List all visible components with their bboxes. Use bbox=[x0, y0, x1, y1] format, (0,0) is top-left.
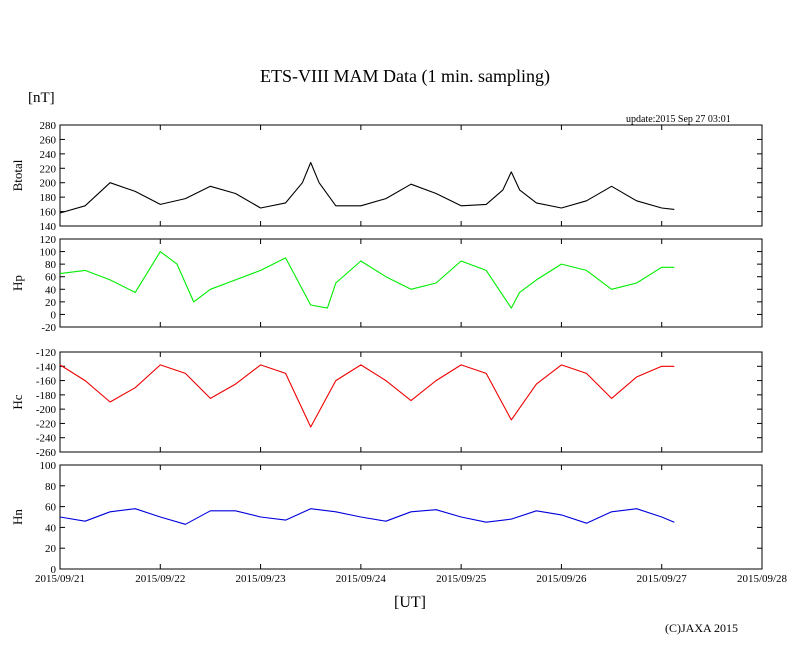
chart-title: ETS-VIII MAM Data (1 min. sampling) bbox=[260, 66, 550, 86]
y-tick-label: 200 bbox=[40, 178, 57, 190]
y-tick-label: 120 bbox=[40, 234, 57, 246]
series-line-hp bbox=[59, 251, 675, 309]
update-timestamp: update:2015 Sep 27 03:01 bbox=[626, 114, 731, 125]
y-tick-label: -120 bbox=[36, 347, 57, 359]
y-tick-label: 60 bbox=[45, 272, 57, 284]
y-tick-label: 280 bbox=[40, 120, 57, 132]
y-tick-label: 140 bbox=[40, 221, 57, 233]
y-axis-label-hc: Hc bbox=[10, 394, 25, 409]
y-tick-label: -160 bbox=[36, 376, 57, 388]
y-tick-label: 0 bbox=[51, 309, 57, 321]
y-tick-label: 20 bbox=[45, 543, 57, 555]
y-tick-label: -260 bbox=[36, 447, 57, 459]
x-tick-label: 2015/09/24 bbox=[336, 573, 387, 585]
y-tick-label: 100 bbox=[40, 460, 57, 472]
y-axis-label-btotal: Btotal bbox=[10, 159, 25, 191]
series-line-btotal bbox=[59, 161, 675, 214]
y-tick-label: 20 bbox=[45, 297, 57, 309]
x-tick-label: 2015/09/25 bbox=[436, 573, 487, 585]
x-tick-label: 2015/09/26 bbox=[536, 573, 587, 585]
y-tick-label: -140 bbox=[36, 361, 57, 373]
plot-frame-hc bbox=[59, 351, 763, 453]
x-tick-label: 2015/09/22 bbox=[135, 573, 185, 585]
x-tick-label: 2015/09/21 bbox=[35, 573, 85, 585]
y-tick-label: -180 bbox=[36, 390, 57, 402]
y-tick-label: 100 bbox=[40, 247, 57, 259]
plot-frame-hn bbox=[59, 464, 763, 570]
series-line-hc bbox=[59, 364, 675, 428]
series-line-hn bbox=[59, 508, 675, 525]
x-tick-label: 2015/09/23 bbox=[236, 573, 287, 585]
y-tick-label: 60 bbox=[45, 502, 57, 514]
y-tick-label: 80 bbox=[45, 481, 57, 493]
y-tick-label: -240 bbox=[36, 433, 57, 445]
plot-frame-btotal bbox=[59, 124, 763, 227]
copyright-text: (C)JAXA 2015 bbox=[665, 621, 739, 635]
y-tick-label: -200 bbox=[36, 404, 57, 416]
y-tick-label: 240 bbox=[40, 149, 57, 161]
y-tick-label: -220 bbox=[36, 418, 57, 430]
x-tick-label: 2015/09/28 bbox=[737, 573, 788, 585]
y-tick-label: 260 bbox=[40, 134, 57, 146]
y-tick-label: 0 bbox=[51, 564, 57, 576]
y-tick-label: -20 bbox=[41, 322, 56, 334]
y-tick-label: 40 bbox=[45, 522, 57, 534]
y-tick-label: 80 bbox=[45, 259, 57, 271]
plot-frame-hp bbox=[59, 238, 763, 328]
y-tick-label: 160 bbox=[40, 207, 57, 219]
y-tick-label: 180 bbox=[40, 192, 57, 204]
y-axis-label-hp: Hp bbox=[10, 275, 25, 291]
y-unit-label: [nT] bbox=[28, 90, 55, 106]
y-axis-label-hn: Hn bbox=[10, 509, 25, 525]
y-tick-label: 40 bbox=[45, 284, 57, 296]
x-axis-label: [UT] bbox=[394, 594, 426, 611]
y-tick-label: 220 bbox=[40, 163, 57, 175]
x-tick-label: 2015/09/27 bbox=[637, 573, 688, 585]
